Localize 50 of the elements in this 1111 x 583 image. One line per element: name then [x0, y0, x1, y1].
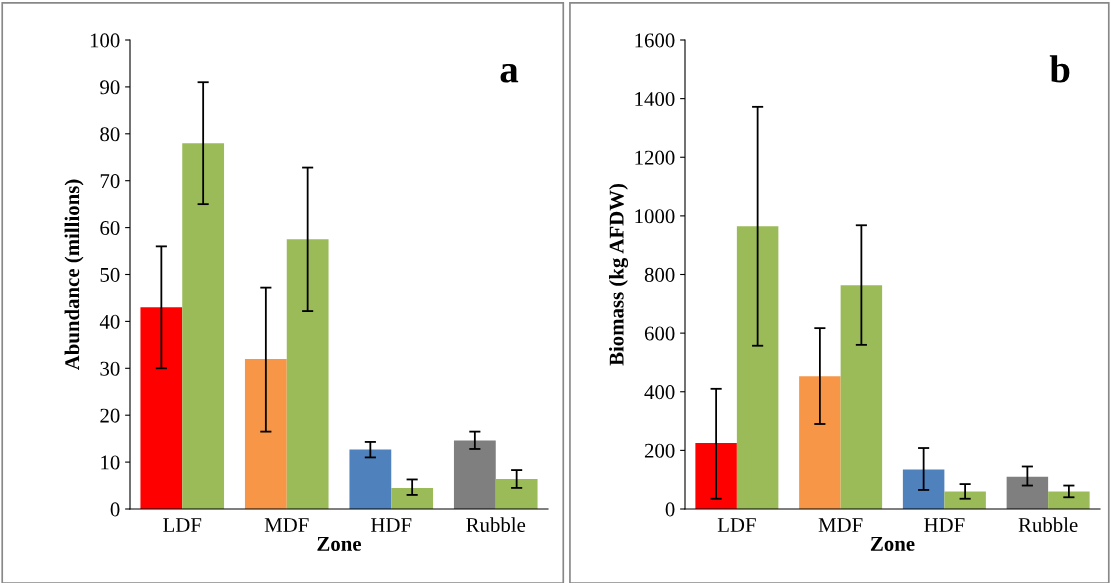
bar — [695, 443, 737, 509]
annotation: a — [500, 63, 519, 83]
bar — [736, 226, 779, 509]
x-tick-label: Rubble — [466, 517, 526, 532]
x-tick-label: LDF — [717, 518, 756, 532]
y-tick-label: 40 — [99, 314, 120, 329]
bar — [391, 487, 434, 509]
y-tick-label: 70 — [100, 174, 120, 189]
x-tick-label: HDF — [371, 518, 412, 532]
annotation: b — [1049, 55, 1070, 83]
y-tick-label: 0 — [665, 502, 675, 517]
y-tick-label: 200 — [644, 443, 675, 458]
bar — [244, 358, 287, 509]
bar — [902, 469, 945, 509]
bar — [1048, 491, 1090, 509]
y-tick-label: 80 — [100, 127, 120, 142]
y-tick-label: 90 — [100, 80, 120, 95]
y-tick-label: 100 — [90, 33, 120, 48]
y-axis-title: Abundance (millions) — [64, 179, 84, 371]
y-tick-label: 60 — [100, 220, 120, 236]
x-axis-title: Zone — [317, 537, 362, 551]
y-tick-label: 1400 — [635, 92, 675, 107]
bar — [453, 440, 496, 509]
bar — [944, 491, 986, 509]
bar — [1006, 476, 1049, 509]
x-tick-label: MDF — [818, 518, 863, 532]
bar — [349, 449, 392, 509]
y-tick-label: 10 — [101, 455, 120, 470]
bar — [140, 307, 183, 509]
y-tick-label: 1200 — [635, 150, 675, 165]
bar — [495, 478, 538, 509]
y-tick-label: 800 — [644, 267, 675, 282]
y-tick-label: 30 — [100, 361, 120, 376]
bar — [799, 376, 841, 509]
y-tick-label: 600 — [644, 326, 675, 341]
x-axis-title: Zone — [870, 537, 915, 551]
bar — [182, 143, 225, 509]
y-axis-title: Biomass (kg AFDW) — [609, 183, 629, 366]
bar — [286, 239, 329, 509]
y-tick-label: 0 — [110, 502, 120, 517]
x-tick-label: MDF — [264, 518, 309, 532]
x-tick-label: LDF — [163, 518, 202, 532]
y-tick-label: 1000 — [635, 209, 675, 224]
y-tick-label: 1600 — [635, 33, 675, 48]
bar — [840, 285, 883, 509]
y-tick-label: 400 — [644, 385, 675, 400]
x-tick-label: Rubble — [1018, 517, 1078, 532]
x-tick-label: HDF — [924, 518, 965, 532]
y-tick-label: 20 — [100, 408, 120, 423]
y-tick-label: 50 — [100, 267, 120, 282]
